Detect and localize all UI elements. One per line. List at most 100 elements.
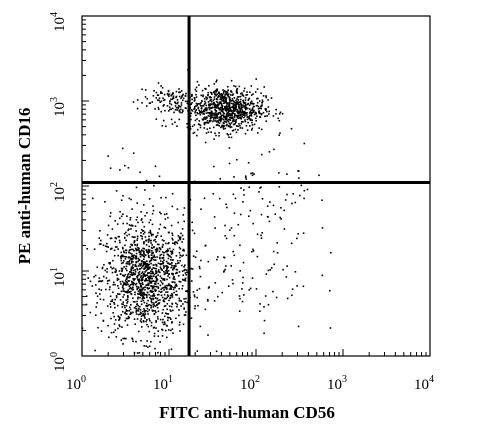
event-point (140, 249, 143, 251)
event-point (214, 117, 217, 120)
event-point (144, 311, 146, 313)
event-point (167, 313, 170, 315)
event-point (167, 295, 170, 297)
event-point (251, 127, 254, 130)
event-point (159, 223, 162, 226)
event-point (165, 196, 167, 199)
event-point (134, 257, 137, 260)
event-point (243, 90, 245, 92)
event-point (128, 251, 130, 254)
event-point (150, 300, 153, 303)
event-point (150, 262, 152, 265)
event-point (123, 251, 125, 254)
event-point (168, 288, 171, 290)
event-point (266, 205, 269, 207)
event-point (162, 251, 164, 253)
event-point (136, 267, 138, 270)
event-point (189, 115, 192, 117)
event-point (166, 267, 168, 270)
event-point (166, 278, 168, 281)
event-point (152, 306, 155, 308)
event-point (127, 283, 129, 286)
event-point (166, 266, 168, 268)
event-point (227, 85, 229, 88)
event-point (150, 242, 152, 244)
event-point (283, 209, 285, 212)
event-point (162, 243, 164, 246)
event-point (255, 78, 257, 80)
event-point (202, 113, 204, 115)
event-point (234, 122, 236, 125)
event-point (168, 283, 170, 285)
event-point (121, 286, 124, 288)
event-point (165, 270, 167, 272)
event-point (149, 266, 151, 268)
event-point (136, 352, 139, 354)
event-point (246, 112, 248, 114)
event-point (103, 264, 105, 266)
event-point (141, 326, 143, 328)
event-point (229, 133, 232, 135)
event-point (291, 202, 293, 205)
event-point (113, 301, 115, 304)
event-point (214, 132, 216, 134)
event-point (149, 275, 152, 277)
event-point (156, 297, 159, 300)
event-point (134, 323, 136, 325)
event-point (132, 272, 135, 274)
event-point (290, 242, 293, 245)
event-point (210, 114, 213, 116)
event-point (181, 255, 183, 257)
event-point (183, 314, 186, 316)
event-point (215, 91, 218, 93)
event-point (211, 106, 214, 109)
x-tick-labels: 100 101 102 103 104 (66, 374, 434, 393)
event-point (92, 197, 94, 200)
event-point (118, 239, 121, 242)
event-point (143, 273, 145, 276)
event-point (128, 197, 131, 200)
event-point (185, 311, 187, 313)
event-point (265, 273, 268, 275)
event-point (109, 248, 112, 250)
event-point (138, 279, 141, 282)
event-point (214, 103, 216, 106)
event-point (235, 103, 238, 106)
event-point (218, 197, 221, 200)
event-point (248, 108, 251, 110)
event-point (148, 267, 151, 269)
event-point (138, 263, 141, 265)
event-point (123, 260, 125, 262)
event-point (278, 134, 280, 136)
event-point (144, 236, 147, 238)
event-point (164, 312, 167, 314)
event-point (135, 285, 138, 288)
event-point (178, 109, 181, 112)
event-point (126, 215, 128, 217)
event-point (183, 207, 186, 209)
event-point (127, 289, 129, 291)
event-point (162, 278, 164, 280)
event-point (162, 105, 165, 107)
event-point (244, 107, 246, 109)
event-point (117, 287, 120, 290)
event-point (191, 101, 193, 104)
event-point (120, 339, 123, 341)
event-point (128, 287, 131, 290)
event-point (132, 286, 134, 288)
event-point (145, 279, 148, 282)
event-point (140, 232, 142, 234)
event-point (213, 105, 216, 108)
event-point (278, 186, 281, 188)
event-point (164, 286, 167, 289)
event-point (100, 289, 103, 291)
event-point (164, 297, 166, 300)
event-point (242, 101, 245, 104)
event-point (160, 212, 162, 215)
event-point (85, 303, 88, 306)
event-point (203, 113, 205, 115)
event-point (174, 272, 177, 275)
event-point (179, 321, 181, 324)
event-point (207, 101, 210, 103)
event-point (208, 286, 210, 288)
